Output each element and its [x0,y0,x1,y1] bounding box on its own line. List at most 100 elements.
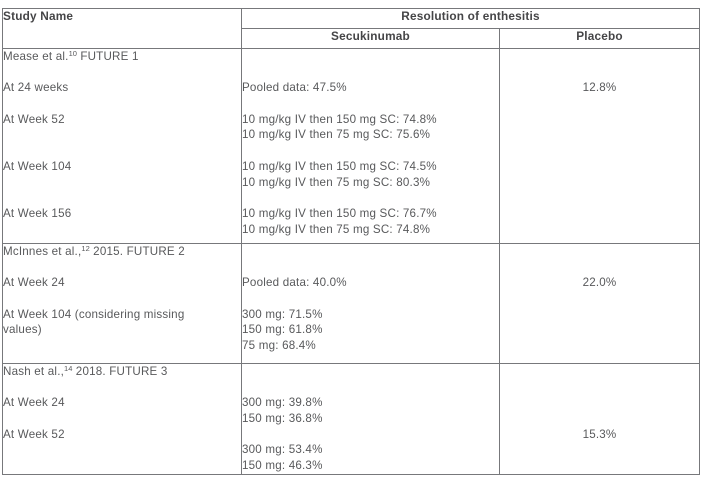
spacer-line [242,291,499,307]
enthesitis-resolution-table: Study Name Resolution of enthesitis Secu… [2,8,701,475]
spacer-line [500,49,699,65]
table-text-line: 12.8% [582,81,617,95]
table-text-line: 300 mg: 71.5% [242,307,323,321]
spacer-line [242,244,499,260]
spacer-line [500,411,699,427]
table-row-mease-future1: Mease et al.10 FUTURE 1 At 24 weeks At We… [2,48,701,244]
study-cell-mcinnes: McInnes et al.,12 2015. FUTURE 2 At Week… [2,243,242,364]
secukinumab-cell-nash: 300 mg: 39.8% 150 mg: 36.8% 300 mg: 53.4% 1… [241,363,500,475]
spacer-line [500,65,699,81]
column-header-placebo: Placebo [498,28,701,49]
placebo-cell-mcinnes: 22.0% [498,243,701,364]
spacer-line [242,65,499,81]
table-text-line: At Week 156 [3,206,72,220]
reference-superscript: 10 [68,49,77,58]
study-results-table-container: Study Name Resolution of enthesitis Secu… [2,8,701,475]
spacer-line [500,380,699,396]
spacer-line [3,127,241,143]
spacer-line [3,143,241,159]
table-row-nash-future3: Nash et al.,14 2018. FUTURE 3 At Week 24… [2,363,701,475]
study-title-nash: Nash et al.,14 2018. FUTURE 3 [3,364,241,380]
study-title-text: Mease et al. [3,50,69,63]
table-text-line: 10 mg/kg IV then 75 mg SC: 74.8% [242,222,431,236]
placebo-value-lines: 22.0% [500,244,699,291]
placebo-cell-mease: 12.8% [498,48,701,244]
table-text-line: 10 mg/kg IV then 150 mg SC: 76.7% [242,206,437,220]
spacer-line [3,458,241,474]
spacer-line [3,291,241,307]
spacer-line [3,380,241,396]
spacer-line [242,190,499,206]
spacer-line [3,65,241,81]
spacer-line [242,96,499,112]
table-text-line: 75 mg: 68.4% [242,339,316,353]
study-cell-nash: Nash et al.,14 2018. FUTURE 3 At Week 24… [2,363,242,475]
study-title-text: Nash et al., [3,365,65,378]
spacer-line [500,244,699,260]
table-text-line: 10 mg/kg IV then 75 mg SC: 75.6% [242,128,431,142]
table-text-line: 150 mg: 36.8% [242,412,323,426]
table-text-line: At Week 24 [3,396,65,410]
spacer-line [3,442,241,458]
table-text-line: At Week 24 [3,276,65,290]
spacer-line [242,49,499,65]
spacer-line [242,427,499,443]
spacer-line [242,380,499,396]
spacer-line [3,411,241,427]
placebo-cell-nash: 15.3% [498,363,701,475]
study-cell-mease: Mease et al.10 FUTURE 1 At 24 weeks At We… [2,48,242,244]
spacer-line [500,364,699,380]
table-text-line: 10 mg/kg IV then 150 mg SC: 74.5% [242,159,437,173]
table-text-line: Pooled data: 40.0% [242,276,347,290]
spacer-line [500,395,699,411]
secukinumab-value-lines: Pooled data: 47.5% 10 mg/kg IV then 150 m… [242,49,499,237]
table-text-line: At Week 104 (considering missing [3,307,185,321]
table-text-line: 22.0% [582,276,617,290]
table-text-line: At 24 weeks [3,81,69,95]
spacer-line [3,190,241,206]
spacer-line [3,175,241,191]
table-text-line: Pooled data: 47.5% [242,81,347,95]
spacer-line [242,260,499,276]
study-title-suffix: 2015. FUTURE 2 [89,245,185,258]
column-header-resolution-of-enthesitis: Resolution of enthesitis [240,8,701,29]
table-text-line: At Week 52 [3,112,65,126]
table-row-mcinnes-future2: McInnes et al.,12 2015. FUTURE 2 At Week… [2,243,701,364]
secukinumab-value-lines: 300 mg: 39.8% 150 mg: 36.8% 300 mg: 53.4% 1… [242,364,499,474]
table-text-line: At Week 104 [3,159,72,173]
secukinumab-value-lines: Pooled data: 40.0% 300 mg: 71.5% 150 mg: 6… [242,244,499,354]
spacer-line [3,260,241,276]
table-text-line: 15.3% [582,427,617,441]
spacer-line [3,96,241,112]
study-title-mease: Mease et al.10 FUTURE 1 [3,49,241,65]
header-row-2: Secukinumab Placebo [3,28,701,49]
study-title-suffix: FUTURE 1 [76,50,139,63]
column-header-study-name: Study Name [2,8,242,49]
table-text-line: 10 mg/kg IV then 150 mg SC: 74.8% [242,112,437,126]
secukinumab-cell-mease: Pooled data: 47.5% 10 mg/kg IV then 150 m… [241,48,500,244]
spacer-line [242,364,499,380]
secukinumab-cell-mcinnes: Pooled data: 40.0% 300 mg: 71.5% 150 mg: 6… [241,243,500,364]
study-timepoint-lines: At Week 24 At Week 52 [3,380,241,474]
study-timepoint-lines: At Week 24 At Week 104 (considering missi… [3,260,241,354]
spacer-line [500,260,699,276]
spacer-line [242,143,499,159]
study-title-suffix: 2018. FUTURE 3 [72,365,168,378]
table-text-line: 150 mg: 61.8% [242,323,323,337]
header-row-1: Study Name Resolution of enthesitis [2,8,701,49]
table-text-line: 10 mg/kg IV then 75 mg SC: 80.3% [242,175,431,189]
table-text-line: 150 mg: 46.3% [242,459,323,473]
placebo-value-lines: 15.3% [500,364,699,442]
study-title-mcinnes: McInnes et al.,12 2015. FUTURE 2 [3,244,241,260]
column-header-secukinumab: Secukinumab [241,28,500,49]
spacer-line [3,222,241,238]
table-text-line: values) [3,323,42,337]
table-text-line: 300 mg: 53.4% [242,443,323,457]
study-title-text: McInnes et al., [3,245,82,258]
table-text-line: At Week 52 [3,427,65,441]
study-timepoint-lines: At 24 weeks At Week 52 At Week 104 At Week … [3,65,241,238]
placebo-value-lines: 12.8% [500,49,699,96]
reference-superscript: 12 [81,244,90,253]
spacer-line [3,338,241,354]
reference-superscript: 14 [64,364,73,373]
